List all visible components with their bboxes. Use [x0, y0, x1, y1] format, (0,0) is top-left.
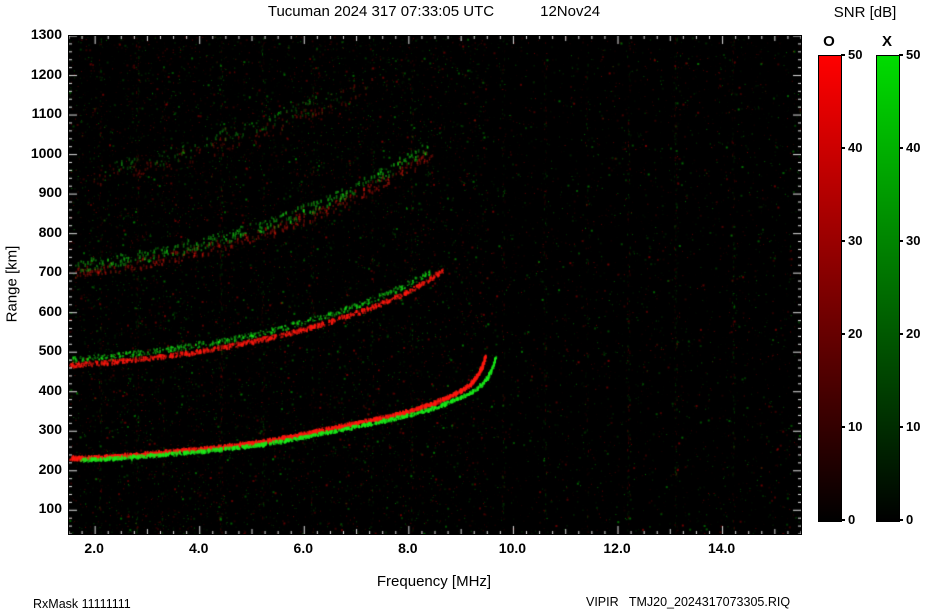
colorbar-tick-mark [899, 519, 903, 521]
x-tick-label: 4.0 [188, 540, 209, 556]
y-tick-label: 1000 [30, 144, 62, 161]
colorbar-tick-label: 50 [906, 47, 921, 62]
colorbar-tick-mark [899, 240, 903, 242]
y-tick-label: 400 [38, 381, 62, 398]
y-tick-label: 900 [38, 184, 62, 201]
colorbar-tick-label: 40 [848, 140, 863, 155]
x-tick-label: 8.0 [398, 540, 418, 556]
colorbar-tick-label: 20 [848, 326, 863, 341]
colorbar-tick-label: 20 [906, 326, 921, 341]
y-tick-label: 500 [38, 342, 62, 359]
colorbar-tick-mark [899, 426, 903, 428]
colorbar-tick-label: 10 [848, 419, 863, 434]
y-tick-label: 1200 [30, 65, 62, 82]
colorbar-tick-mark [841, 426, 845, 428]
x-tick-label: 6.0 [293, 540, 314, 556]
x-axis-label: Frequency [MHz] [376, 573, 492, 590]
colorbar-tick-mark [841, 54, 845, 56]
colorbar-tick-mark [841, 147, 845, 149]
y-tick-label: 1300 [30, 26, 62, 42]
colorbar-tick-mark [899, 147, 903, 149]
y-tick-label: 600 [38, 302, 62, 319]
colorbar-tick-label: 10 [906, 419, 921, 434]
colorbar-title: SNR [dB] [833, 4, 897, 21]
colorbar-tick-label: 0 [848, 512, 856, 527]
y-tick-label: 700 [38, 263, 62, 280]
colorbar-x-label: X [881, 33, 892, 50]
y-tick-label: 300 [38, 421, 62, 438]
colorbar-tick-label: 50 [848, 47, 863, 62]
y-tick-label: 100 [38, 500, 62, 517]
colorbar-o-gradient [818, 55, 842, 522]
source-file-label: VIPIR TMJ20_2024317073305.RIQ [586, 595, 791, 609]
colorbar-x-gradient [876, 55, 900, 522]
colorbar-o-label: O [823, 33, 835, 50]
x-tick-label: 2.0 [84, 540, 104, 556]
ionogram-plot [68, 35, 802, 535]
title-row: Tucuman 2024 317 07:33:05 UTC 12Nov24 [68, 3, 800, 20]
colorbar-tick-label: 30 [906, 233, 921, 248]
colorbar-tick-label: 0 [906, 512, 914, 527]
x-tick-label: 14.0 [707, 540, 736, 556]
y-tick-label: 1100 [31, 105, 62, 122]
rxmask-label: RxMask 11111111 [33, 597, 131, 611]
colorbar-tick-label: 40 [906, 140, 921, 155]
chart-title: Tucuman 2024 317 07:33:05 UTC [267, 3, 495, 20]
colorbar-tick-mark [841, 333, 845, 335]
y-tick-label: 200 [38, 460, 62, 477]
colorbar-tick-label: 30 [848, 233, 863, 248]
colorbar-tick-mark [899, 333, 903, 335]
x-tick-label: 12.0 [603, 540, 631, 556]
colorbar-tick-mark [899, 54, 903, 56]
y-tick-label: 800 [38, 223, 62, 240]
chart-date: 12Nov24 [540, 3, 601, 20]
colorbar-tick-mark [841, 519, 845, 521]
colorbar-tick-mark [841, 240, 845, 242]
x-tick-label: 10.0 [498, 540, 527, 556]
